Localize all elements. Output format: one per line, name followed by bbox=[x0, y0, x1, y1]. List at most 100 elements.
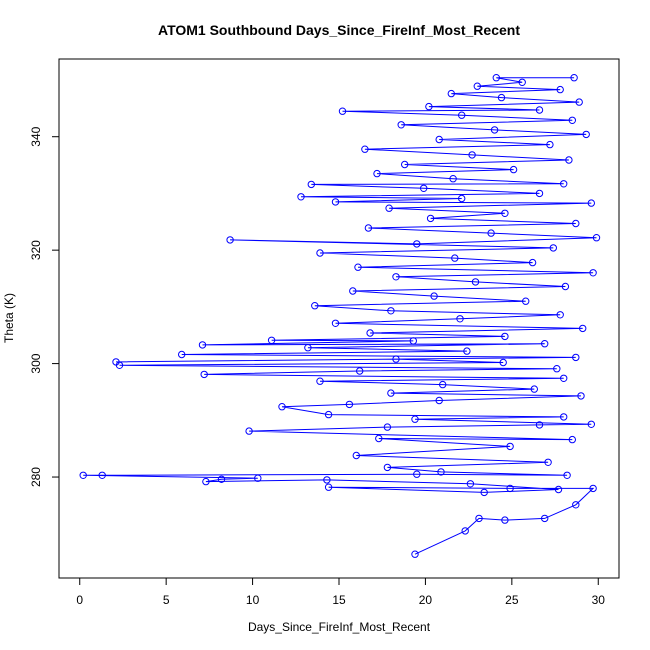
data-point bbox=[331, 198, 340, 206]
data-point bbox=[565, 156, 573, 164]
data-point bbox=[556, 85, 564, 94]
data-point bbox=[568, 435, 576, 444]
data-point bbox=[375, 434, 383, 443]
data-point bbox=[356, 367, 364, 375]
data-point bbox=[501, 516, 509, 524]
y-tick-label: 280 bbox=[29, 467, 43, 487]
data-point bbox=[549, 244, 557, 252]
data-point bbox=[79, 471, 87, 479]
data-point bbox=[560, 413, 568, 421]
data-point bbox=[458, 194, 466, 203]
data-point bbox=[178, 350, 186, 359]
data-point bbox=[202, 477, 210, 486]
data-point bbox=[468, 151, 476, 159]
x-tick-label: 15 bbox=[332, 593, 346, 607]
data-point bbox=[383, 463, 392, 472]
data-point bbox=[324, 483, 333, 491]
data-point bbox=[456, 315, 464, 323]
data-point bbox=[364, 224, 373, 232]
data-point bbox=[383, 423, 392, 431]
data-point bbox=[439, 380, 447, 389]
data-point bbox=[461, 527, 469, 535]
data-point bbox=[587, 199, 595, 207]
data-point bbox=[392, 355, 400, 363]
data-point bbox=[501, 209, 509, 218]
y-axis-label: Theta (K) bbox=[2, 293, 16, 343]
data-point bbox=[518, 78, 526, 87]
data-point bbox=[411, 550, 419, 558]
data-point bbox=[112, 358, 120, 366]
data-point bbox=[541, 340, 549, 348]
data-point bbox=[541, 514, 549, 523]
data-point bbox=[409, 337, 417, 345]
data-point bbox=[331, 319, 340, 327]
data-point bbox=[568, 116, 576, 125]
plot-frame bbox=[58, 58, 620, 579]
data-point bbox=[392, 273, 400, 281]
data-point bbox=[577, 392, 585, 400]
data-point bbox=[413, 470, 421, 478]
data-point bbox=[535, 421, 544, 429]
data-point bbox=[345, 400, 354, 409]
x-tick-label: 30 bbox=[592, 593, 606, 607]
data-point bbox=[499, 358, 507, 367]
data-point bbox=[554, 485, 563, 494]
data-point bbox=[278, 403, 286, 411]
data-point bbox=[556, 311, 564, 319]
data-point bbox=[413, 240, 421, 248]
x-tick-label: 5 bbox=[163, 593, 170, 607]
data-point bbox=[451, 254, 459, 262]
data-point bbox=[307, 180, 315, 189]
data-point bbox=[316, 377, 324, 385]
data-point bbox=[463, 347, 471, 355]
data-point bbox=[425, 102, 433, 111]
y-tick-label: 300 bbox=[29, 353, 43, 373]
data-point bbox=[430, 292, 438, 300]
data-point bbox=[570, 74, 578, 82]
x-axis-label: Days_Since_FireInf_Most_Recent bbox=[248, 620, 431, 634]
data-point bbox=[458, 111, 466, 119]
data-point bbox=[352, 451, 360, 460]
data-point bbox=[373, 169, 381, 178]
data-point bbox=[492, 74, 500, 82]
x-tick-label: 10 bbox=[246, 593, 260, 607]
data-point bbox=[544, 458, 552, 466]
data-point bbox=[385, 204, 393, 212]
data-point bbox=[490, 126, 499, 134]
data-point bbox=[480, 488, 488, 497]
data-point bbox=[535, 106, 544, 114]
data-point bbox=[200, 370, 208, 379]
data-point bbox=[435, 396, 443, 405]
data-point bbox=[535, 189, 544, 198]
data-point bbox=[354, 263, 362, 271]
data-point bbox=[471, 278, 480, 286]
data-point bbox=[316, 249, 324, 257]
data-point bbox=[198, 341, 207, 349]
data-point bbox=[579, 324, 587, 333]
data-point bbox=[466, 480, 475, 488]
data-point bbox=[361, 145, 369, 153]
data-point bbox=[528, 258, 537, 267]
data-point bbox=[475, 514, 483, 523]
data-point bbox=[401, 160, 409, 169]
data-point bbox=[245, 427, 253, 435]
data-point bbox=[217, 475, 226, 483]
data-point bbox=[324, 410, 333, 419]
data-point bbox=[506, 442, 514, 451]
data-point bbox=[267, 336, 276, 344]
data-point bbox=[587, 420, 595, 428]
data-point bbox=[501, 332, 509, 341]
data-point bbox=[487, 229, 495, 237]
data-point bbox=[589, 484, 597, 493]
x-tick-label: 25 bbox=[505, 593, 519, 607]
data-point bbox=[254, 474, 262, 482]
data-point bbox=[575, 98, 583, 106]
data-point bbox=[560, 180, 568, 188]
data-point bbox=[338, 107, 347, 115]
data-point bbox=[226, 236, 234, 244]
data-point bbox=[592, 234, 601, 242]
data-point bbox=[563, 471, 571, 479]
data-point bbox=[560, 374, 568, 382]
data-point bbox=[297, 193, 305, 201]
data-point bbox=[589, 269, 597, 277]
